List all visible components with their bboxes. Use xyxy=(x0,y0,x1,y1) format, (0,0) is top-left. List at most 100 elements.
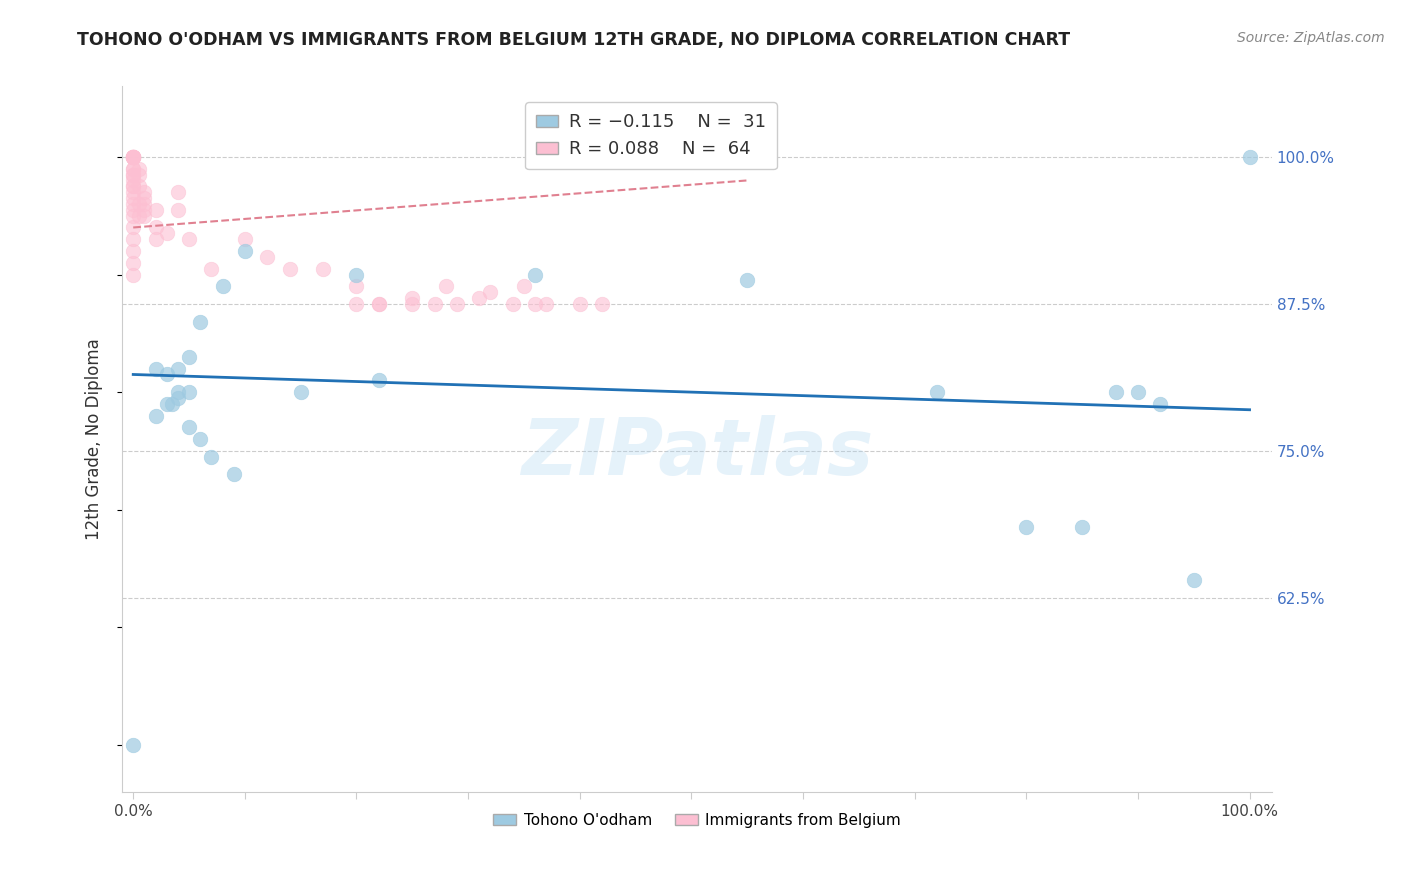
Point xyxy=(145,202,167,217)
Point xyxy=(167,185,190,199)
Point xyxy=(568,297,591,311)
Point xyxy=(735,273,758,287)
Point xyxy=(122,268,145,282)
Text: TOHONO O'ODHAM VS IMMIGRANTS FROM BELGIUM 12TH GRADE, NO DIPLOMA CORRELATION CHA: TOHONO O'ODHAM VS IMMIGRANTS FROM BELGIU… xyxy=(77,31,1070,49)
Point xyxy=(312,261,335,276)
Point xyxy=(1239,150,1261,164)
Point xyxy=(122,179,145,194)
Point xyxy=(188,314,211,328)
Point xyxy=(122,191,145,205)
Point xyxy=(134,202,156,217)
Point xyxy=(145,232,167,246)
Point xyxy=(128,197,150,211)
Point xyxy=(122,150,145,164)
Point xyxy=(167,361,190,376)
Point xyxy=(1015,520,1038,534)
Text: ZIPatlas: ZIPatlas xyxy=(520,416,873,491)
Point xyxy=(134,185,156,199)
Point xyxy=(122,232,145,246)
Point xyxy=(122,150,145,164)
Point xyxy=(346,297,368,311)
Point xyxy=(122,209,145,223)
Point xyxy=(367,297,389,311)
Point xyxy=(122,179,145,194)
Point xyxy=(925,385,948,400)
Point xyxy=(222,467,245,482)
Point xyxy=(290,385,312,400)
Point xyxy=(200,261,222,276)
Point xyxy=(122,168,145,182)
Point xyxy=(434,279,457,293)
Point xyxy=(502,297,524,311)
Point xyxy=(122,244,145,258)
Point xyxy=(122,161,145,176)
Point xyxy=(188,432,211,446)
Point xyxy=(122,185,145,199)
Point xyxy=(591,297,613,311)
Point xyxy=(156,397,179,411)
Point xyxy=(122,197,145,211)
Point xyxy=(1149,397,1171,411)
Point xyxy=(423,297,446,311)
Point xyxy=(122,150,145,164)
Point xyxy=(211,279,233,293)
Point xyxy=(167,385,190,400)
Point xyxy=(346,268,368,282)
Point xyxy=(177,420,200,434)
Text: Source: ZipAtlas.com: Source: ZipAtlas.com xyxy=(1237,31,1385,45)
Point xyxy=(128,209,150,223)
Point xyxy=(233,232,256,246)
Point xyxy=(122,161,145,176)
Point xyxy=(346,279,368,293)
Point xyxy=(122,220,145,235)
Point xyxy=(128,179,150,194)
Point xyxy=(367,297,389,311)
Point xyxy=(156,227,179,241)
Point xyxy=(367,373,389,387)
Point xyxy=(128,161,150,176)
Point xyxy=(177,385,200,400)
Legend: Tohono O'odham, Immigrants from Belgium: Tohono O'odham, Immigrants from Belgium xyxy=(486,806,907,834)
Point xyxy=(156,368,179,382)
Point xyxy=(128,168,150,182)
Point xyxy=(134,191,156,205)
Point xyxy=(536,297,558,311)
Point xyxy=(200,450,222,464)
Point xyxy=(468,291,491,305)
Point xyxy=(122,256,145,270)
Point xyxy=(167,391,190,405)
Point xyxy=(177,350,200,364)
Point xyxy=(122,168,145,182)
Point xyxy=(145,361,167,376)
Point xyxy=(122,738,145,752)
Point xyxy=(122,150,145,164)
Point xyxy=(401,291,423,305)
Point xyxy=(122,173,145,187)
Point xyxy=(177,232,200,246)
Point xyxy=(1182,574,1205,588)
Point xyxy=(524,268,547,282)
Point xyxy=(122,202,145,217)
Point xyxy=(145,220,167,235)
Point xyxy=(122,150,145,164)
Point xyxy=(1104,385,1126,400)
Point xyxy=(233,244,256,258)
Point xyxy=(1126,385,1149,400)
Y-axis label: 12th Grade, No Diploma: 12th Grade, No Diploma xyxy=(86,338,103,540)
Point xyxy=(524,297,547,311)
Point xyxy=(446,297,468,311)
Point xyxy=(134,197,156,211)
Point xyxy=(1071,520,1094,534)
Point xyxy=(122,150,145,164)
Point xyxy=(479,285,502,300)
Point xyxy=(513,279,536,293)
Point xyxy=(167,202,190,217)
Point xyxy=(145,409,167,423)
Point xyxy=(122,150,145,164)
Point xyxy=(162,397,184,411)
Point xyxy=(122,150,145,164)
Point xyxy=(256,250,278,264)
Point xyxy=(401,297,423,311)
Point xyxy=(278,261,301,276)
Point xyxy=(134,209,156,223)
